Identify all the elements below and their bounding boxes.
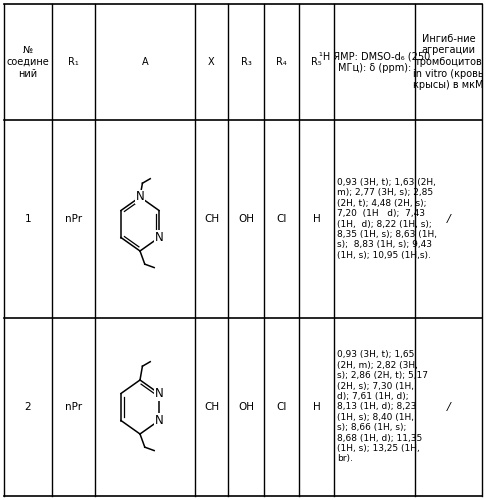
Text: Cl: Cl xyxy=(277,214,287,224)
Text: /: / xyxy=(447,214,451,224)
Text: №
соедине
ний: № соедине ний xyxy=(7,46,50,78)
Text: N: N xyxy=(155,414,163,427)
Text: N: N xyxy=(155,387,163,400)
Text: nPr: nPr xyxy=(65,402,82,412)
Text: OH: OH xyxy=(238,402,254,412)
Text: 2: 2 xyxy=(25,402,31,412)
Text: R₁: R₁ xyxy=(68,57,79,67)
Text: N: N xyxy=(155,231,163,244)
Text: H: H xyxy=(312,402,320,412)
Text: 1: 1 xyxy=(25,214,31,224)
Text: OH: OH xyxy=(238,214,254,224)
Text: H: H xyxy=(312,214,320,224)
Text: CH: CH xyxy=(204,214,219,224)
Text: R₅: R₅ xyxy=(311,57,322,67)
Text: nPr: nPr xyxy=(65,214,82,224)
Text: /: / xyxy=(447,402,451,412)
Text: N: N xyxy=(136,190,144,203)
Text: 0,93 (3H, t); 1,63 (2H,
m); 2,77 (3H, s); 2,85
(2H, t); 4,48 (2H, s);
7,20  (1H : 0,93 (3H, t); 1,63 (2H, m); 2,77 (3H, s)… xyxy=(337,178,437,260)
Text: X: X xyxy=(208,57,215,67)
Text: 0,93 (3H, t); 1,65
(2H, m); 2,82 (3H,
s); 2,86 (2H, t); 5,17
(2H, s); 7,30 (1H,
: 0,93 (3H, t); 1,65 (2H, m); 2,82 (3H, s)… xyxy=(337,350,428,464)
Text: A: A xyxy=(142,57,148,67)
Text: Ингиб-ние
агрегации
тромбоцитов
in vitro (кровь
крысы) в мкМ: Ингиб-ние агрегации тромбоцитов in vitro… xyxy=(413,34,484,90)
Text: R₃: R₃ xyxy=(241,57,251,67)
Text: CH: CH xyxy=(204,402,219,412)
Text: Cl: Cl xyxy=(277,402,287,412)
Text: ¹Н ЯМР: DMSO-d₆ (250
МГц): δ (ppm):: ¹Н ЯМР: DMSO-d₆ (250 МГц): δ (ppm): xyxy=(319,51,430,73)
Text: R₄: R₄ xyxy=(276,57,287,67)
